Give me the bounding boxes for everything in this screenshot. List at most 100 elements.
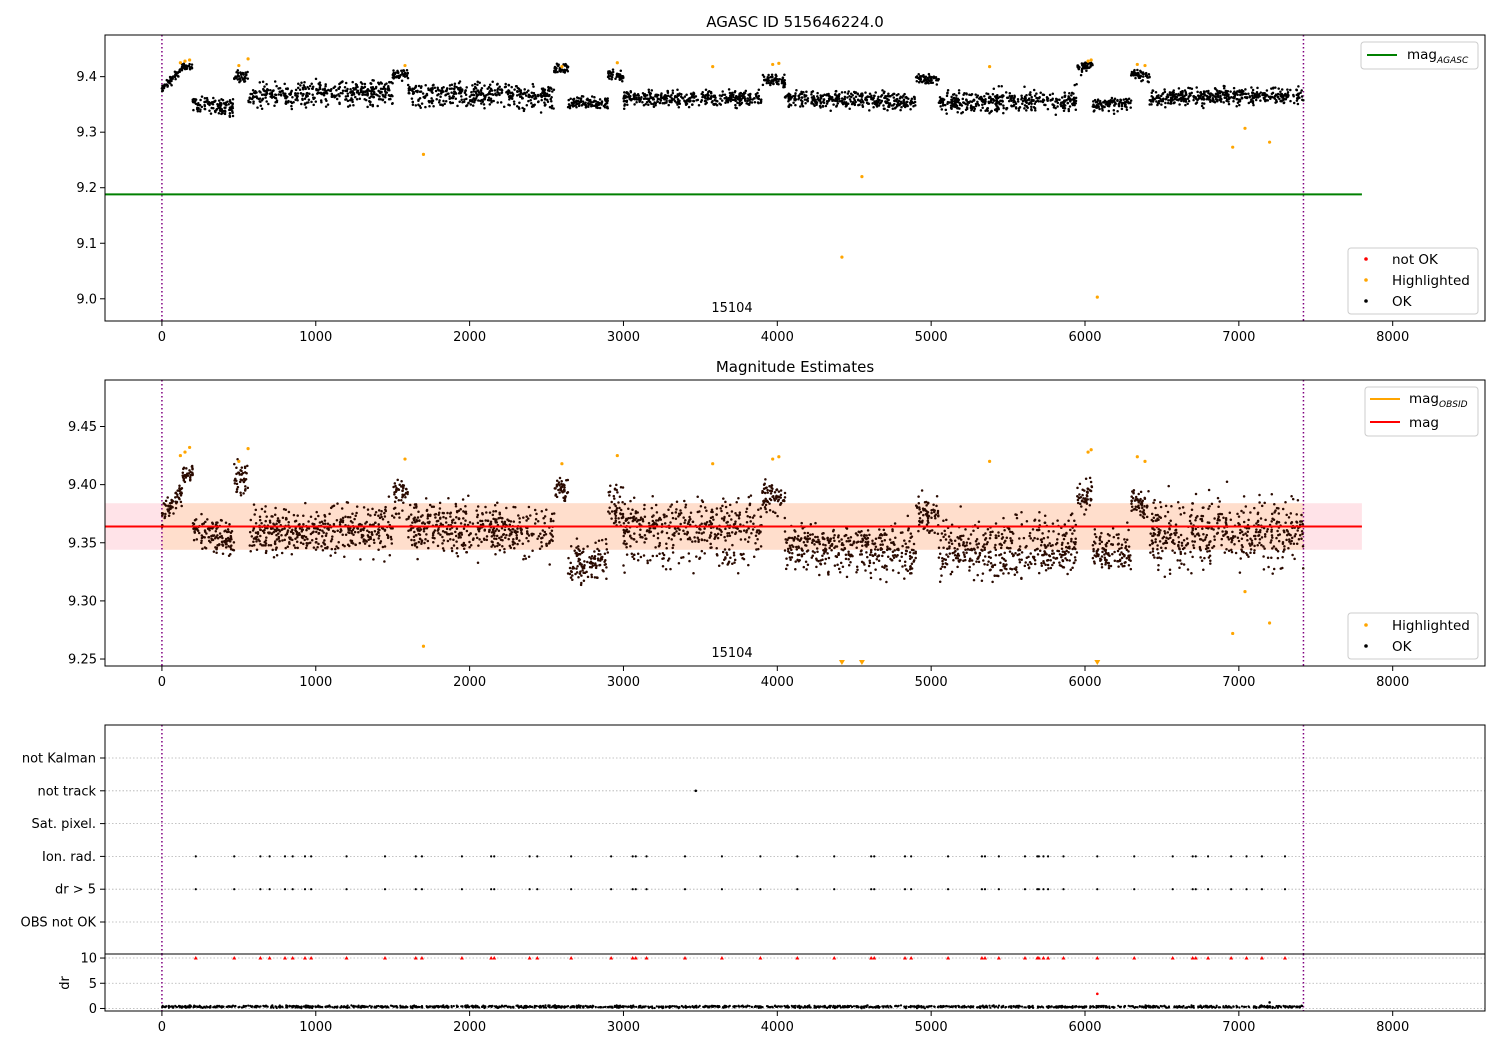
- ok-point: [900, 101, 904, 105]
- ok-point: [205, 532, 208, 535]
- ok-point: [1177, 87, 1181, 90]
- ok-point: [277, 532, 280, 535]
- ok-point: [231, 111, 234, 114]
- ok-point: [281, 539, 284, 542]
- ok-point: [301, 534, 304, 538]
- ok-point: [1100, 105, 1104, 108]
- ok-point: [338, 523, 342, 526]
- ok-point: [1296, 94, 1300, 97]
- ok-point: [564, 494, 567, 498]
- ok-point: [1056, 101, 1060, 105]
- ok-point: [1025, 93, 1028, 97]
- x-tick-label: 0: [158, 330, 166, 345]
- ok-point: [456, 554, 460, 558]
- ok-point: [621, 79, 624, 83]
- ok-point: [569, 570, 573, 573]
- ok-point: [485, 538, 489, 542]
- ok-point: [512, 520, 516, 523]
- ok-point: [493, 503, 497, 507]
- ok-point: [229, 531, 233, 535]
- ok-point: [617, 501, 620, 504]
- ok-point: [516, 527, 519, 530]
- ok-point: [299, 91, 303, 95]
- ok-point: [721, 90, 724, 93]
- ok-point: [387, 520, 390, 524]
- ok-point: [381, 545, 385, 549]
- ok-point: [383, 529, 387, 532]
- ok-point: [958, 103, 962, 107]
- ok-point: [458, 100, 461, 104]
- ok-point: [1129, 106, 1132, 109]
- ok-point: [197, 531, 201, 535]
- ok-point: [658, 101, 662, 105]
- ok-point: [560, 479, 563, 483]
- ok-point: [566, 66, 570, 69]
- ok-point: [185, 474, 188, 477]
- ok-point: [887, 92, 890, 96]
- ok-point: [245, 472, 248, 475]
- ok-point: [803, 98, 807, 101]
- ok-point: [1247, 92, 1250, 96]
- ok-point: [593, 554, 597, 558]
- ok-point: [224, 537, 228, 541]
- ok-point: [525, 103, 529, 107]
- ok-point: [294, 529, 298, 533]
- ok-point: [643, 507, 646, 511]
- ok-point: [566, 572, 570, 575]
- ok-point: [1080, 62, 1084, 65]
- ok-point: [364, 90, 368, 93]
- ok-point: [775, 74, 778, 78]
- ok-point: [259, 104, 263, 107]
- ok-point: [201, 522, 204, 526]
- ok-point: [951, 105, 955, 108]
- ok-point: [540, 98, 543, 102]
- ok-point: [471, 522, 475, 525]
- ok-point: [464, 504, 467, 508]
- ok-point: [281, 516, 285, 520]
- ok-point: [525, 91, 529, 94]
- ok-point: [371, 103, 375, 107]
- ok-point: [392, 485, 395, 489]
- ok-point: [1092, 100, 1095, 103]
- ok-point: [1073, 83, 1076, 87]
- ok-point: [368, 89, 371, 93]
- ok-point: [542, 534, 546, 537]
- ok-point: [578, 572, 582, 575]
- ok-point: [749, 494, 753, 497]
- ok-point: [414, 85, 418, 89]
- ok-point: [732, 95, 735, 99]
- ok-point: [825, 102, 829, 105]
- ok-point: [533, 97, 536, 100]
- ok-point: [394, 71, 398, 75]
- ok-point: [290, 107, 294, 111]
- ok-point: [439, 522, 443, 525]
- ok-point: [427, 99, 431, 103]
- ok-point: [390, 102, 394, 105]
- ok-point: [1110, 100, 1114, 103]
- ok-point: [941, 104, 945, 107]
- ok-point: [665, 97, 669, 100]
- ok-point: [614, 519, 618, 523]
- ok-point: [287, 520, 290, 524]
- ok-point: [405, 69, 409, 72]
- ok-point: [966, 103, 969, 107]
- ok-point: [1032, 105, 1036, 109]
- ok-point: [575, 546, 578, 549]
- ok-point: [348, 544, 351, 548]
- ok-point: [434, 512, 438, 516]
- ok-point: [267, 544, 271, 547]
- ok-point: [354, 543, 357, 547]
- ok-point: [800, 96, 804, 99]
- ok-point: [452, 518, 455, 521]
- ok-point: [324, 522, 327, 525]
- ok-point: [471, 538, 475, 541]
- ok-point: [584, 105, 588, 109]
- ok-point: [450, 549, 454, 553]
- ok-point: [1250, 86, 1253, 89]
- ok-point: [485, 511, 488, 514]
- ok-point: [1089, 64, 1092, 67]
- ok-point: [445, 527, 449, 531]
- ok-point: [346, 99, 350, 103]
- ok-point: [518, 90, 521, 93]
- ok-point: [459, 86, 462, 89]
